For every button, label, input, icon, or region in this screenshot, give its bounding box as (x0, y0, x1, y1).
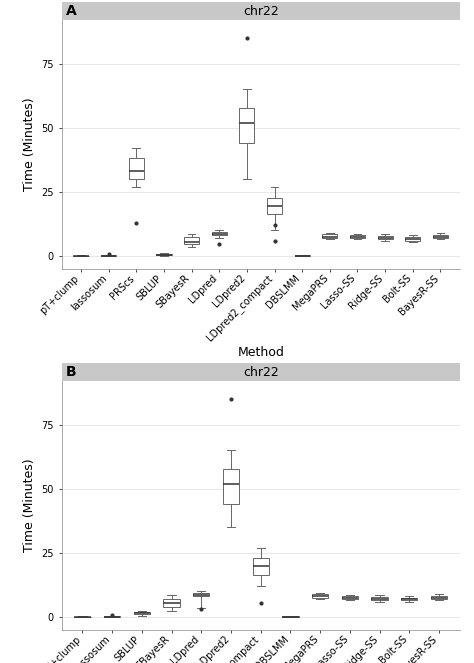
PathPatch shape (193, 593, 210, 597)
Text: chr22: chr22 (243, 366, 279, 379)
Text: chr22: chr22 (243, 5, 279, 18)
X-axis label: Method: Method (237, 346, 284, 359)
PathPatch shape (223, 469, 239, 504)
PathPatch shape (342, 597, 358, 599)
PathPatch shape (405, 237, 420, 241)
PathPatch shape (433, 235, 448, 238)
PathPatch shape (128, 158, 144, 179)
FancyBboxPatch shape (62, 363, 460, 381)
PathPatch shape (350, 235, 365, 238)
Y-axis label: Time (Minutes): Time (Minutes) (23, 459, 36, 552)
Text: A: A (65, 4, 76, 18)
PathPatch shape (372, 597, 388, 600)
PathPatch shape (253, 558, 269, 575)
PathPatch shape (156, 254, 172, 255)
PathPatch shape (377, 236, 393, 239)
PathPatch shape (239, 109, 255, 143)
PathPatch shape (184, 237, 199, 245)
PathPatch shape (322, 234, 337, 238)
Text: B: B (65, 365, 76, 379)
PathPatch shape (312, 595, 328, 598)
PathPatch shape (401, 598, 418, 600)
FancyBboxPatch shape (62, 3, 460, 20)
PathPatch shape (134, 612, 150, 615)
PathPatch shape (164, 599, 180, 607)
PathPatch shape (267, 198, 282, 213)
Y-axis label: Time (Minutes): Time (Minutes) (23, 97, 36, 191)
PathPatch shape (211, 233, 227, 235)
PathPatch shape (431, 596, 447, 599)
